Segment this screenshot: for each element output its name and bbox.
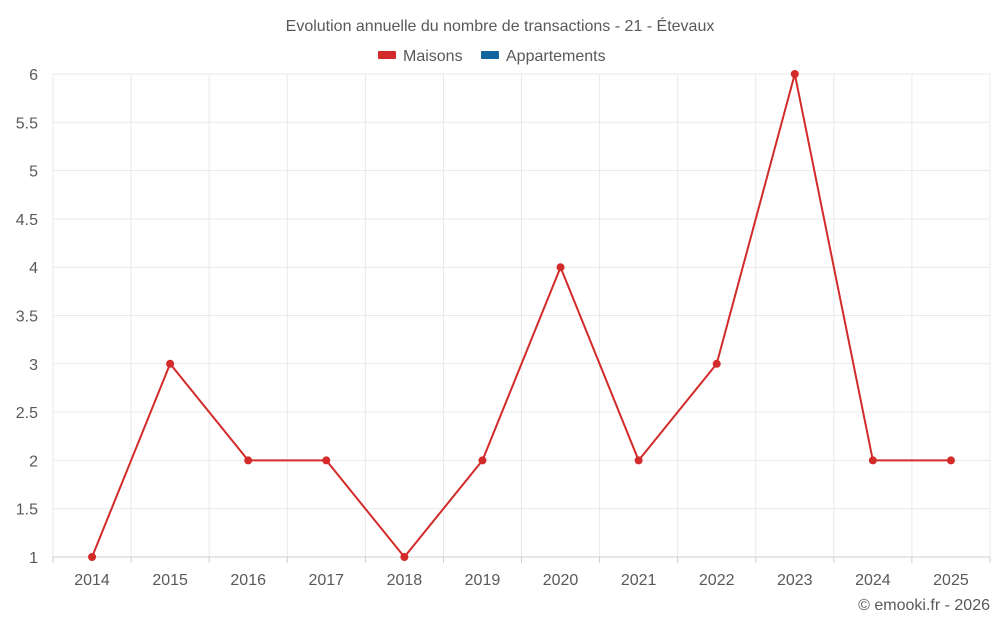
y-tick-label: 5.5 — [16, 115, 38, 132]
y-tick-label: 1.5 — [16, 502, 38, 519]
x-tick-label: 2025 — [933, 572, 969, 589]
x-tick-label: 2020 — [543, 572, 579, 589]
x-tick-label: 2016 — [230, 572, 266, 589]
series-line-maisons — [91, 73, 951, 558]
x-tick-label: 2018 — [387, 572, 423, 589]
x-tick-label: 2024 — [855, 572, 891, 589]
data-point-maisons[interactable] — [946, 456, 955, 465]
data-point-maisons[interactable] — [88, 553, 97, 561]
data-point-maisons[interactable] — [868, 456, 877, 465]
axes — [52, 556, 991, 563]
legend-swatch-appartements — [481, 51, 499, 59]
x-tick-label: 2021 — [621, 572, 657, 589]
legend-swatch-maisons — [378, 51, 396, 59]
x-tick-label: 2019 — [465, 572, 501, 589]
x-tick-label: 2023 — [777, 572, 813, 589]
x-tick-label: 2014 — [74, 572, 110, 589]
y-tick-label: 6 — [29, 67, 38, 84]
legend-item-maisons[interactable]: Maisons — [378, 48, 463, 65]
y-tick-label: 2 — [29, 453, 38, 470]
tick-labels: 1 1.5 2 2.5 3 3.5 4 4.5 5 5.5 6 2014 2015 2016 2017 201… — [16, 67, 969, 589]
data-point-maisons[interactable] — [556, 263, 565, 272]
credit-text: © emooki.fr - 2026 — [858, 597, 990, 614]
legend-item-appartements[interactable]: Appartements — [481, 48, 606, 65]
data-point-maisons[interactable] — [634, 456, 643, 465]
y-tick-label: 5 — [29, 164, 38, 181]
data-point-maisons[interactable] — [478, 456, 487, 465]
data-point-maisons[interactable] — [166, 359, 175, 368]
y-tick-label: 2.5 — [16, 405, 38, 422]
y-tick-label: 3.5 — [16, 309, 38, 326]
legend-label-maisons: Maisons — [403, 48, 463, 65]
x-tick-label: 2015 — [152, 572, 188, 589]
chart-title: Evolution annuelle du nombre de transact… — [286, 16, 715, 35]
data-point-maisons[interactable] — [400, 553, 409, 561]
y-tick-label: 3 — [29, 357, 38, 374]
grid — [52, 73, 991, 557]
legend-label-appartements: Appartements — [506, 48, 606, 65]
data-point-maisons[interactable] — [790, 70, 799, 78]
x-tick-label: 2022 — [699, 572, 735, 589]
data-point-maisons[interactable] — [322, 456, 331, 465]
y-tick-label: 4.5 — [16, 212, 38, 229]
x-tick-label: 2017 — [308, 572, 344, 589]
series-layer — [88, 70, 955, 561]
legend: Maisons Appartements — [378, 48, 606, 65]
data-point-maisons[interactable] — [712, 359, 721, 368]
y-tick-label: 4 — [29, 260, 38, 277]
y-tick-label: 1 — [29, 550, 38, 567]
data-point-maisons[interactable] — [244, 456, 253, 465]
